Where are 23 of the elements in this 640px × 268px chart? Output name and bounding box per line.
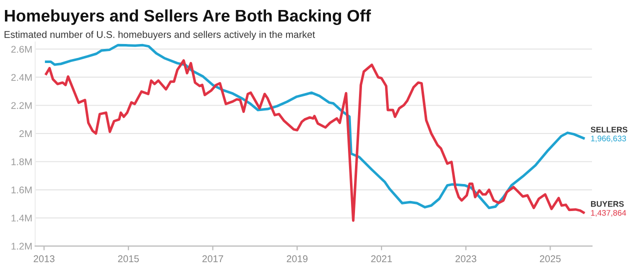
x-tick-label: 2015 [118,255,139,262]
series-label: SELLERS [590,126,628,132]
x-tick-label: 2017 [202,255,224,262]
line-series [44,44,585,210]
y-tick-label: 2M [19,130,32,138]
x-tick-label: 2023 [456,255,476,262]
data-label: 1,966,633 [591,136,626,142]
y-tick-label: 1.6M [12,186,32,194]
y-tick-label: 1.2M [12,242,32,250]
y-tick-label: 1.8M [12,158,32,166]
x-tick-label: 2025 [540,255,561,262]
x-tick-label: 2019 [286,255,308,262]
chart-subtitle: Estimated number of U.S. homebuyers and sellers actively in the market [4,30,316,40]
x-tick-label: 2013 [34,255,54,262]
y-tick-label: 2.2M [11,102,32,109]
chart-title: Homebuyers and Sellers Are Both Backing Off [4,9,371,25]
y-tick-label: 1.4M [12,214,32,222]
y-tick-label: 2.4M [11,74,32,81]
line-series [44,59,585,222]
y-tick-label: 2.6M [11,46,32,53]
series-label: BUYERS [591,201,624,207]
x-tick-label: 2021 [371,255,392,262]
data-label: 1,437,864 [591,210,626,217]
